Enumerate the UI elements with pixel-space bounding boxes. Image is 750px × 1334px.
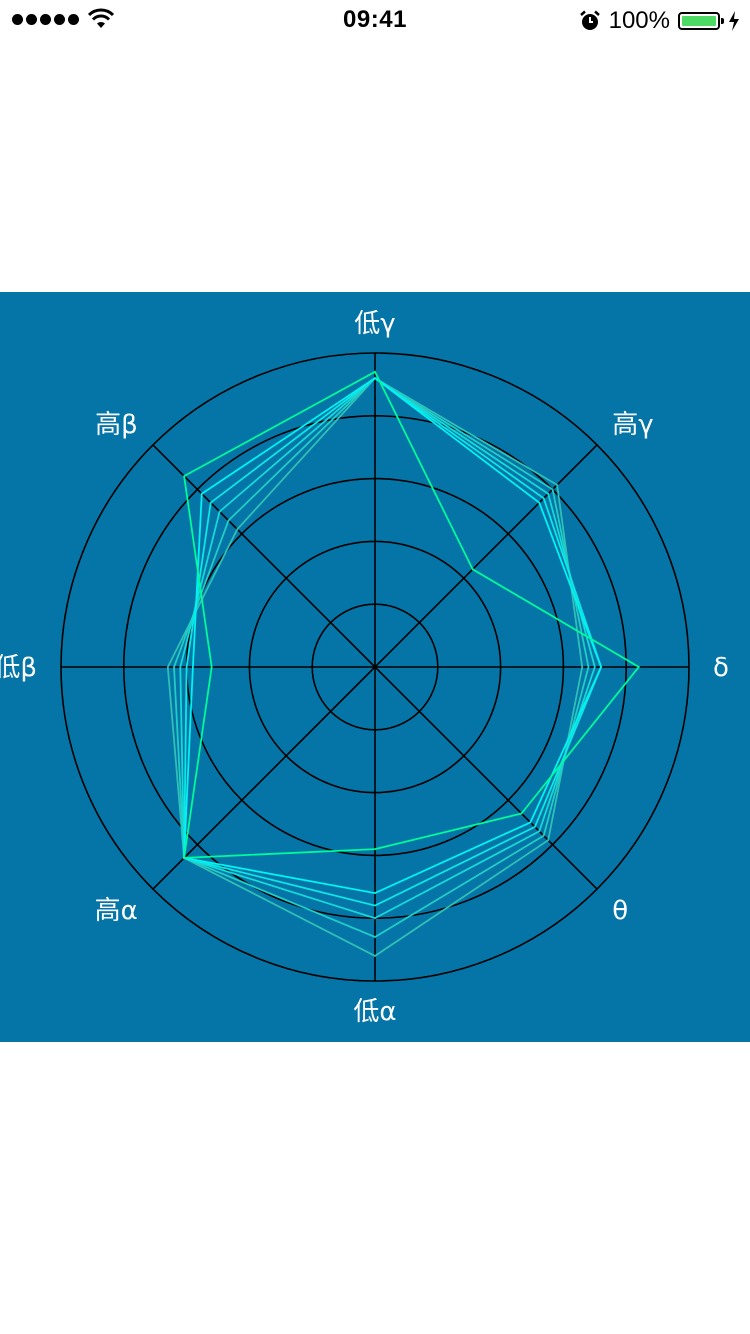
- radar-chart: 低γ 高γ δ θ 低α 高α 低β 高β: [0, 309, 729, 1027]
- series-polygon-2: [173, 376, 590, 939]
- series-polygon-6: [183, 370, 641, 859]
- charging-bolt-icon: [729, 11, 739, 31]
- grid-spoke: [374, 444, 598, 668]
- radar-chart-panel: 低γ 高γ δ θ 低α 高α 低β 高β: [0, 292, 750, 1042]
- axis-label: δ: [713, 653, 729, 683]
- alarm-icon: [579, 10, 600, 30]
- axis-label: θ: [612, 896, 628, 926]
- axis-label: 低γ: [354, 309, 395, 339]
- signal-dots-icon: [12, 14, 79, 25]
- series-polygon-1: [166, 376, 584, 957]
- battery-icon: [678, 12, 724, 30]
- status-time: 09:41: [343, 6, 407, 33]
- status-bar: 09:41 100%: [0, 0, 750, 40]
- axis-label: 低α: [353, 997, 396, 1027]
- series-polygon-3: [179, 376, 596, 920]
- axis-label: 高β: [95, 410, 138, 440]
- grid-spoke: [152, 444, 376, 668]
- axis-label: 高γ: [612, 410, 653, 440]
- battery-percent: 100%: [608, 7, 670, 34]
- axis-label: 低β: [0, 653, 37, 683]
- wifi-icon: [88, 8, 114, 28]
- grid-spoke: [152, 666, 376, 890]
- grid-spoke: [374, 666, 598, 890]
- series-polygon-5: [183, 376, 603, 895]
- series-polygon-4: [183, 376, 603, 907]
- axis-label: 高α: [95, 896, 138, 926]
